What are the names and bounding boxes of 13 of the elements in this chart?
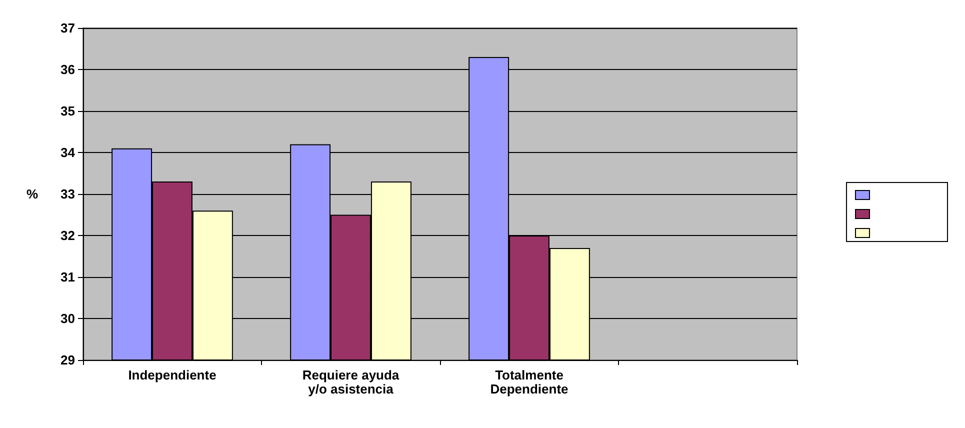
y-tick-label: 30	[60, 311, 75, 326]
y-tick-label: 29	[60, 352, 75, 368]
y-axis-title: %	[26, 186, 38, 202]
x-tick-label: Independiente	[128, 368, 216, 382]
x-tick-label: Requiere ayuda y/o asistencia	[302, 368, 400, 396]
y-tick-label: 33	[60, 186, 75, 202]
y-tick-label: 34	[60, 145, 76, 160]
y-tick-label: 36	[60, 62, 75, 77]
y-tick-label: 32	[60, 228, 75, 243]
y-tick-label: 37	[60, 20, 75, 36]
y-tick-label: 31	[60, 270, 75, 284]
y-tick-label: 35	[60, 104, 75, 118]
x-tick-label: Totalmente Dependiente	[490, 368, 568, 396]
